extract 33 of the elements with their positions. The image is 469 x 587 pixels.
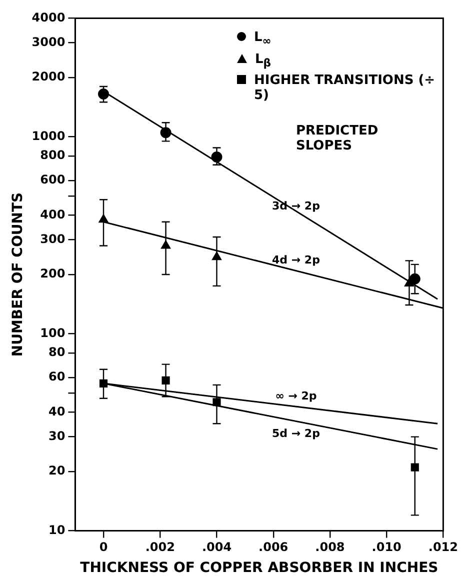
x-tick-label: 0	[99, 540, 108, 554]
x-axis-title: THICKNESS OF COPPER ABSORBER IN INCHES	[80, 560, 438, 576]
y-tick-label: 20	[48, 464, 66, 478]
annotation: 3d → 2p	[272, 200, 320, 213]
y-tick-label: 1000	[32, 128, 66, 143]
y-tick-label: 3000	[32, 34, 66, 49]
y-tick-label: 40	[48, 404, 66, 418]
y-tick-label: 2000	[32, 70, 66, 84]
annotation: 5d → 2p	[272, 426, 320, 440]
x-tick-label: .004	[202, 540, 232, 554]
y-tick-label: 10	[48, 522, 66, 537]
legend-label: L$_{β}$	[255, 52, 272, 70]
y-tick-label: 30	[48, 428, 66, 443]
x-tick-label: .006	[258, 540, 288, 554]
x-tick-label: .008	[315, 540, 345, 554]
y-tick-label: 200	[40, 266, 66, 281]
y-tick-label: 80	[48, 345, 66, 360]
y-tick-label: 300	[40, 232, 66, 246]
x-tick-label: .010	[372, 540, 402, 554]
y-tick-label: 100	[40, 326, 66, 340]
y-tick-label: 800	[40, 148, 66, 162]
annotation: PREDICTED SLOPES	[296, 123, 378, 154]
annotation: ∞ → 2p	[275, 389, 317, 402]
x-tick-label: .012	[428, 540, 458, 554]
y-axis-title: NUMBER OF COUNTS	[10, 192, 26, 357]
y-tick-label: 600	[40, 172, 66, 187]
annotation: 4d → 2p	[272, 254, 320, 267]
legend-label: L$_{∞}$	[254, 30, 272, 48]
y-tick-label: 60	[48, 370, 66, 384]
legend-label: HIGHER TRANSITIONS (÷ 5)	[254, 73, 436, 104]
y-tick-label: 400	[40, 207, 66, 222]
x-tick-label: .002	[145, 540, 175, 554]
y-tick-label: 4000	[32, 10, 66, 24]
